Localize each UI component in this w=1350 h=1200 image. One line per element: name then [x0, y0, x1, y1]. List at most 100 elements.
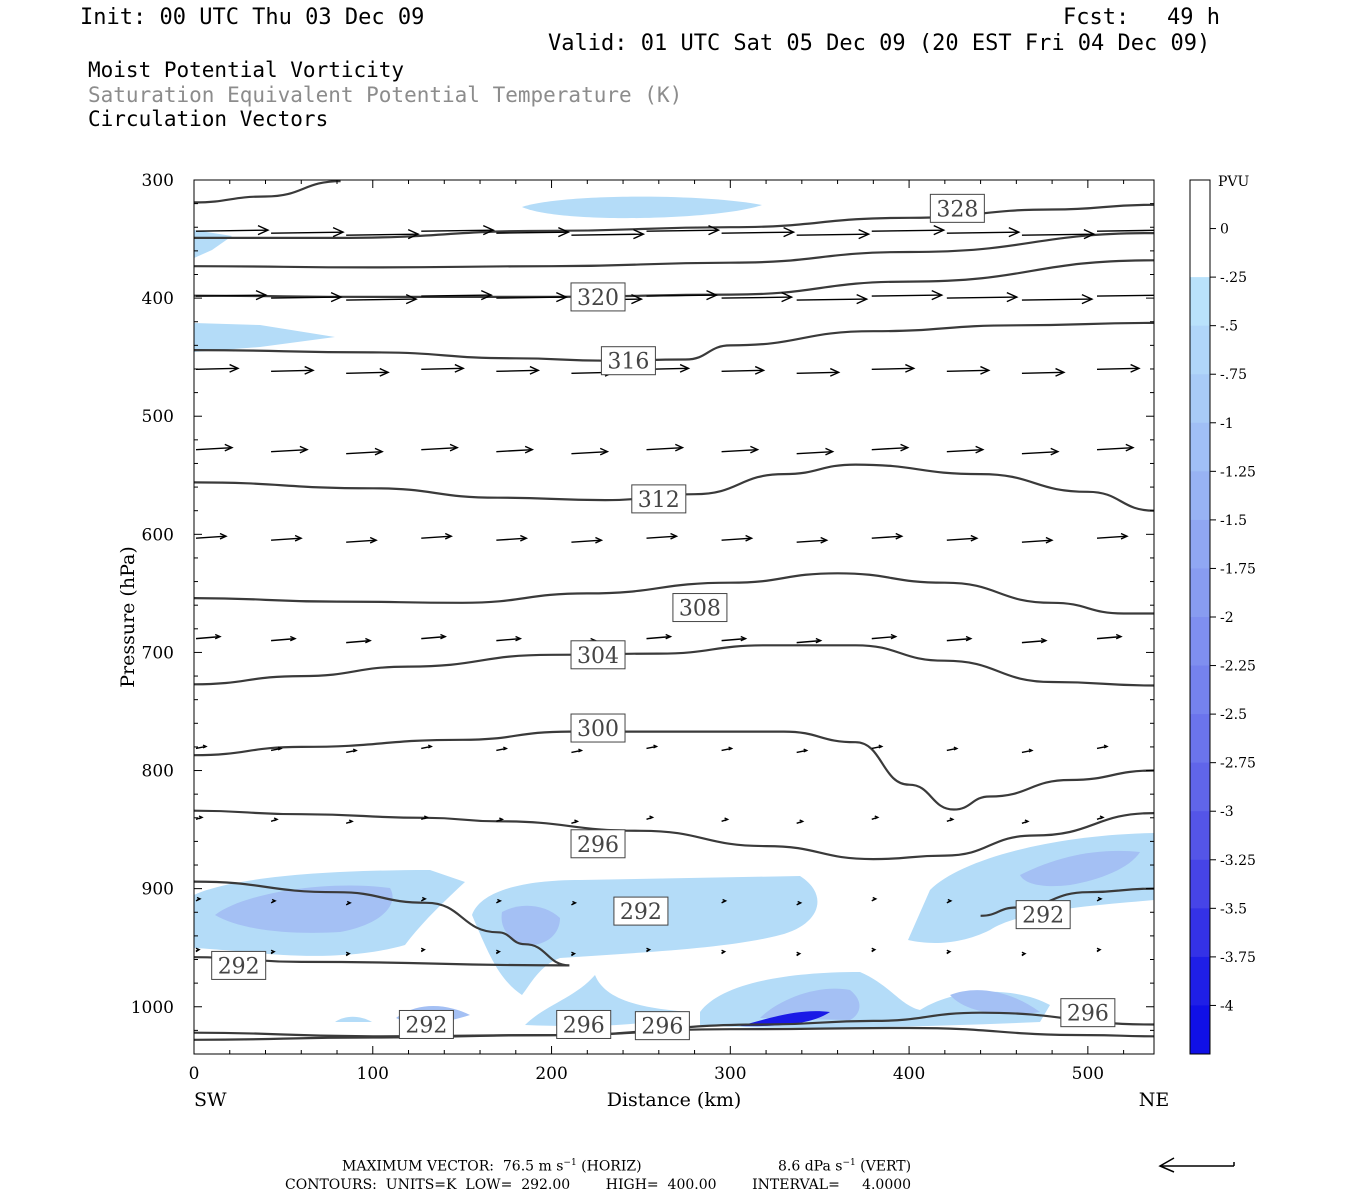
contour-label-box [600, 346, 656, 376]
vector-head [1024, 819, 1030, 824]
vector-arrow [721, 534, 754, 542]
vector-head [740, 635, 748, 642]
vector-shaft [195, 535, 227, 539]
vector-head [820, 536, 829, 544]
vector-shaft [796, 233, 869, 236]
vector-head [722, 898, 728, 903]
vector-head [649, 815, 655, 820]
vector-head [257, 225, 270, 236]
vector-head [1055, 367, 1066, 377]
vector-arrow [871, 225, 946, 236]
contour-304-7 [194, 644, 1154, 687]
vector-shaft [496, 637, 521, 642]
vector-shaft [1096, 367, 1140, 371]
vector-arrow [946, 635, 973, 642]
contour-296-9 [194, 809, 1154, 861]
vector-shaft [1021, 539, 1052, 543]
vector-head [480, 289, 493, 301]
reference-vector-arrow [1158, 1157, 1235, 1173]
colorbar-segment [1190, 859, 1210, 909]
vector-head [304, 365, 315, 375]
vector-shaft [721, 296, 792, 299]
vector-arrow [571, 900, 578, 906]
vector-head [947, 898, 953, 903]
vector-shaft [421, 535, 452, 539]
field-vectors: Circulation Vectors [88, 107, 329, 131]
vector-head [198, 815, 204, 820]
vector-arrow [1021, 819, 1030, 824]
vector-head [1040, 637, 1048, 644]
vector-arrow [496, 635, 523, 642]
vector-head [595, 536, 604, 544]
vector-arrow [421, 532, 453, 540]
vector-head [874, 815, 880, 820]
colorbar-segment [1190, 665, 1210, 715]
valid-time: Valid: 01 UTC Sat 05 Dec 09 (20 EST Fri … [548, 31, 1211, 56]
vector-head [420, 947, 426, 952]
vector-arrow [721, 746, 734, 752]
vector-arrow [195, 443, 234, 452]
plot-frame [193, 179, 1155, 1055]
vector-shaft [646, 229, 719, 232]
vector-head [330, 291, 343, 303]
vector-head [980, 365, 991, 375]
vector-head [783, 227, 796, 238]
contour-label-text: 292 [218, 954, 260, 979]
vector-head [524, 445, 535, 454]
vector-head [1125, 443, 1135, 452]
colorbar-label: -4 [1220, 998, 1234, 1014]
vector-arrow [796, 951, 802, 957]
vector-head [1097, 896, 1103, 901]
contour-label: 292 [613, 896, 669, 926]
vector-arrow [1096, 633, 1123, 640]
vector-head [440, 633, 447, 640]
vector-head [572, 900, 578, 905]
x-tick-label: 400 [893, 1064, 925, 1084]
theta-es-contours [194, 180, 1154, 1041]
vector-arrow [796, 229, 871, 240]
contour-296-13 [194, 1011, 1154, 1041]
vector-head [529, 365, 541, 375]
vector-arrow [346, 447, 384, 456]
vector-shaft [646, 535, 677, 539]
vector-shaft [346, 371, 389, 375]
vector-head [1096, 947, 1102, 952]
vector-head [679, 363, 691, 373]
vector-head [499, 817, 505, 822]
vector-arrow [195, 815, 204, 820]
vector-shaft [496, 369, 539, 373]
vector-shaft [946, 448, 983, 453]
vector-arrow [195, 947, 201, 953]
vector-head [970, 534, 979, 542]
vector-head [289, 635, 297, 642]
vector-head [515, 635, 523, 642]
vector-arrow [1021, 293, 1094, 305]
vector-shaft [796, 539, 827, 543]
vector-head [871, 947, 877, 952]
vector-shaft [1021, 371, 1064, 375]
colorbar-label: -2 [1220, 610, 1234, 626]
vector-shaft [796, 450, 833, 455]
vector-head [1028, 748, 1034, 753]
vector-head [346, 900, 352, 905]
y-tick-label: 400 [142, 289, 174, 309]
vector-head [214, 633, 222, 640]
vector-arrow [195, 744, 208, 750]
shade-low-center-mid [501, 905, 560, 946]
vector-head [946, 949, 952, 954]
vector-shaft [1021, 233, 1094, 236]
colorbar-title: PVU [1218, 174, 1250, 190]
vector-head [273, 817, 279, 822]
vector-head [796, 951, 802, 956]
vector-arrow [796, 748, 809, 754]
vector-arrow [1021, 637, 1048, 644]
contour-label-box [570, 282, 626, 312]
vector-shaft [271, 448, 308, 453]
vector-head [556, 291, 569, 303]
vector-head [294, 534, 303, 542]
shade-sfc-far-right [950, 990, 1040, 1015]
vector-head [202, 744, 208, 749]
vector-head [599, 447, 610, 456]
vector-head [829, 367, 841, 377]
shade-upper-1 [522, 196, 762, 219]
